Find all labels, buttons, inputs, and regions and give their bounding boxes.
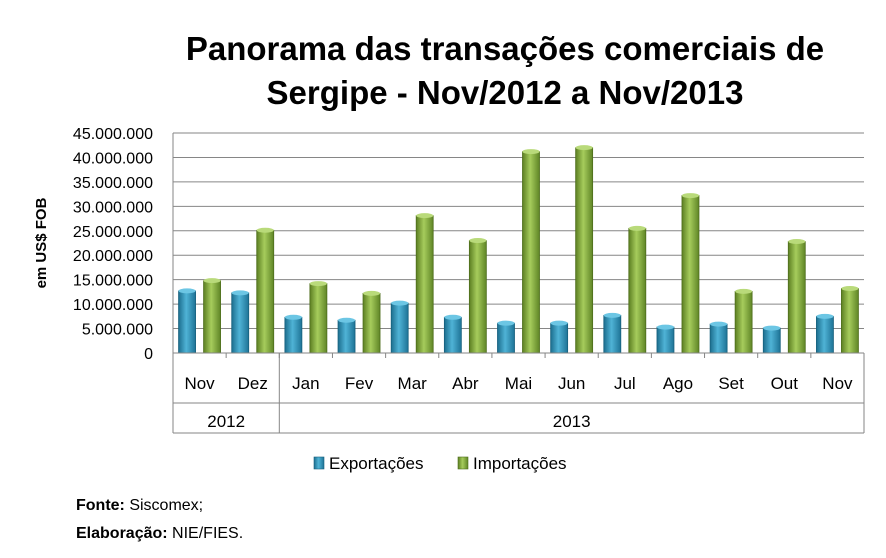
y-tick-label: 20.000.000 bbox=[73, 248, 153, 265]
x-tick-label: Abr bbox=[452, 374, 479, 393]
bar-top-exportacoes-1 bbox=[231, 290, 249, 296]
bar-top-exportacoes-2 bbox=[284, 314, 302, 320]
bar-top-importacoes-11 bbox=[788, 239, 806, 245]
bar-top-importacoes-7 bbox=[575, 145, 593, 151]
bar-top-exportacoes-6 bbox=[497, 320, 515, 326]
bar-importacoes-11 bbox=[787, 241, 806, 354]
x-tick-label: Jun bbox=[558, 374, 585, 393]
source-label: Fonte: bbox=[76, 497, 125, 514]
bar-exportacoes-1 bbox=[231, 292, 250, 354]
bar-exportacoes-7 bbox=[550, 322, 569, 354]
year-label: 2013 bbox=[553, 412, 591, 431]
footer-source: Fonte: Siscomex; bbox=[76, 497, 203, 515]
bar-top-importacoes-6 bbox=[522, 149, 540, 155]
bar-importacoes-2 bbox=[309, 283, 328, 354]
bar-top-importacoes-2 bbox=[309, 281, 327, 287]
bar-importacoes-6 bbox=[522, 151, 540, 354]
bar-top-importacoes-3 bbox=[363, 290, 381, 296]
bar-top-importacoes-10 bbox=[735, 288, 753, 294]
bar-importacoes-4 bbox=[415, 215, 434, 354]
bar-importacoes-1 bbox=[256, 229, 275, 354]
bar-importacoes-0 bbox=[203, 280, 221, 354]
bar-importacoes-12 bbox=[841, 288, 859, 354]
bar-top-exportacoes-5 bbox=[444, 314, 462, 320]
x-tick-label: Jul bbox=[614, 374, 636, 393]
elaboration-value: NIE/FIES. bbox=[172, 525, 244, 542]
bar-exportacoes-10 bbox=[709, 323, 728, 354]
axes bbox=[172, 133, 865, 434]
x-tick-label: Jan bbox=[292, 374, 319, 393]
x-tick-label: Nov bbox=[822, 374, 853, 393]
bar-top-importacoes-9 bbox=[681, 193, 699, 199]
bars bbox=[178, 145, 859, 354]
bar-exportacoes-9 bbox=[656, 326, 675, 354]
elaboration-label: Elaboração: bbox=[76, 525, 168, 542]
x-tick-label: Ago bbox=[663, 374, 693, 393]
x-tick-label: Dez bbox=[238, 374, 268, 393]
bar-top-exportacoes-11 bbox=[763, 325, 781, 331]
bar-importacoes-9 bbox=[681, 195, 700, 354]
bar-top-exportacoes-3 bbox=[338, 317, 356, 323]
legend: Exportações Importações bbox=[313, 454, 567, 473]
bar-exportacoes-4 bbox=[390, 302, 409, 354]
bar-top-exportacoes-7 bbox=[550, 320, 568, 326]
y-tick-label: 40.000.000 bbox=[73, 150, 153, 167]
bar-top-exportacoes-0 bbox=[178, 288, 196, 294]
y-axis-label: em US$ FOB bbox=[33, 197, 50, 288]
x-tick-label: Mar bbox=[398, 374, 428, 393]
y-tick-label: 35.000.000 bbox=[73, 175, 153, 192]
legend-label-exportacoes: Exportações bbox=[329, 454, 424, 473]
bar-top-exportacoes-8 bbox=[603, 312, 621, 318]
y-tick-label: 15.000.000 bbox=[73, 273, 153, 290]
x-tick-label: Out bbox=[771, 374, 799, 393]
bar-top-importacoes-0 bbox=[203, 278, 221, 284]
x-tick-label: Mai bbox=[505, 374, 532, 393]
bar-top-importacoes-5 bbox=[469, 238, 487, 244]
bar-exportacoes-12 bbox=[816, 315, 834, 354]
x-tick-label: Fev bbox=[345, 374, 374, 393]
bar-exportacoes-5 bbox=[443, 316, 462, 354]
year-label: 2012 bbox=[207, 412, 245, 431]
source-value: Siscomex; bbox=[129, 497, 204, 514]
x-tick-label: Set bbox=[718, 374, 744, 393]
bar-importacoes-3 bbox=[362, 292, 381, 354]
bar-exportacoes-2 bbox=[284, 316, 303, 354]
y-tick-label: 25.000.000 bbox=[73, 224, 153, 241]
bar-importacoes-8 bbox=[628, 227, 647, 354]
x-tick-label: Nov bbox=[184, 374, 215, 393]
bar-top-exportacoes-10 bbox=[710, 321, 728, 327]
bar-top-exportacoes-9 bbox=[656, 324, 674, 330]
chart-title-line1: Panorama das transações comerciais de bbox=[186, 30, 824, 67]
bar-top-exportacoes-4 bbox=[391, 300, 409, 306]
bar-top-importacoes-1 bbox=[256, 227, 274, 233]
bar-top-importacoes-4 bbox=[416, 213, 434, 219]
y-axis-ticks: 0 5.000.000 10.000.000 15.000.000 20.000.000… bbox=[73, 126, 153, 363]
bar-top-importacoes-8 bbox=[628, 225, 646, 231]
y-tick-label: 5.000.000 bbox=[82, 322, 153, 339]
bar-exportacoes-8 bbox=[603, 314, 622, 354]
gridlines bbox=[173, 132, 864, 354]
bar-importacoes-7 bbox=[575, 147, 594, 354]
bar-importacoes-10 bbox=[734, 290, 753, 354]
y-tick-label: 30.000.000 bbox=[73, 199, 153, 216]
bar-top-importacoes-12 bbox=[841, 285, 859, 291]
y-tick-label: 10.000.000 bbox=[73, 297, 153, 314]
bar-exportacoes-6 bbox=[497, 322, 515, 354]
x-axis-ticks: Nov Dez Jan Fev Mar Abr Mai Jun Jul Ago Set Out Nov 2… bbox=[184, 374, 853, 431]
legend-swatch-exportacoes bbox=[313, 456, 325, 470]
legend-swatch-importacoes bbox=[457, 456, 469, 470]
chart-title-line2: Sergipe - Nov/2012 a Nov/2013 bbox=[267, 74, 744, 111]
y-tick-label: 45.000.000 bbox=[73, 126, 153, 143]
bar-top-exportacoes-12 bbox=[816, 313, 834, 319]
bar-exportacoes-0 bbox=[178, 290, 196, 354]
bar-importacoes-5 bbox=[468, 240, 487, 354]
bar-exportacoes-3 bbox=[337, 319, 356, 354]
legend-label-importacoes: Importações bbox=[473, 454, 567, 473]
footer-elaboration: Elaboração: NIE/FIES. bbox=[76, 525, 243, 543]
y-tick-label: 0 bbox=[144, 346, 153, 363]
bar-exportacoes-11 bbox=[762, 327, 781, 354]
